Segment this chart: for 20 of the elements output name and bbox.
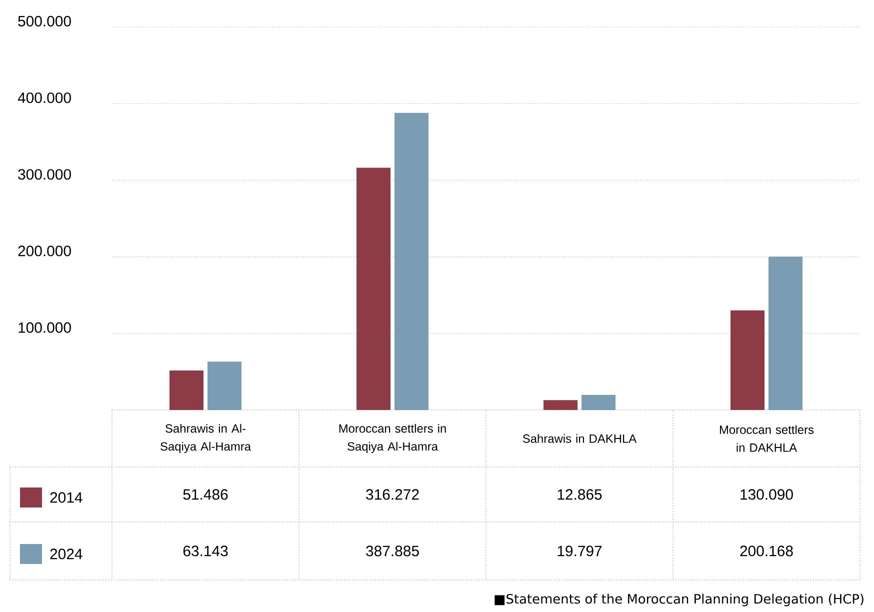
data-label: 19.797 xyxy=(558,546,602,556)
y-tick-label: 100.000 xyxy=(18,322,71,333)
x-tick-label: Sahrawis in Al-Saqiya Al-Hamra xyxy=(160,424,251,454)
legend-label: 2014 xyxy=(50,492,82,503)
data-label: 51.486 xyxy=(183,489,228,500)
y-tick-label: 400.000 xyxy=(18,92,71,104)
x-tick-label: Moroccan settlers in DAKHLA xyxy=(720,425,814,452)
data-label: 316.272 xyxy=(366,489,419,500)
data-label: 387.885 xyxy=(366,546,419,556)
y-tick-label: 200.000 xyxy=(18,246,71,256)
data-label: 130.090 xyxy=(740,489,793,500)
x-tick-label: Moroccan settlers in Saqiya Al-Hamra xyxy=(339,424,446,454)
y-tick-label: 500.000 xyxy=(18,16,71,26)
legend-label: 2024 xyxy=(50,548,82,560)
y-tick-label: 300.000 xyxy=(18,169,71,180)
data-label: 63.143 xyxy=(183,546,228,556)
text: ■Statements of the Moroccan Planning Delegation (HCP) xyxy=(494,594,864,606)
data-label: 200.168 xyxy=(740,546,793,556)
x-tick-label: Sahrawis in DAKHLA xyxy=(522,434,637,443)
data-label: 12.865 xyxy=(558,489,602,500)
